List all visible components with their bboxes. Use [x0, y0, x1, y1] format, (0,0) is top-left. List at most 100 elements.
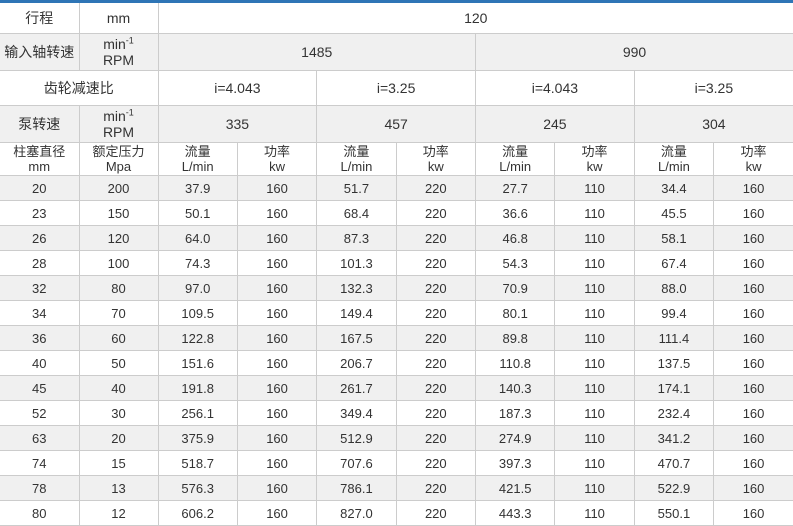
header-line1: 流量	[161, 144, 235, 159]
header-line1: 功率	[557, 144, 631, 159]
table-cell: 160	[714, 176, 793, 201]
table-cell: 174.1	[634, 376, 713, 401]
unit-rpm: RPM	[103, 124, 134, 140]
table-cell: 60	[79, 326, 158, 351]
table-cell: 160	[714, 426, 793, 451]
header-line2: L/min	[161, 159, 235, 174]
stroke-value: 120	[158, 3, 793, 34]
table-cell: 220	[396, 401, 475, 426]
table-cell: 220	[396, 176, 475, 201]
table-cell: 421.5	[476, 476, 555, 501]
table-cell: 15	[79, 451, 158, 476]
table-cell: 111.4	[634, 326, 713, 351]
table-cell: 167.5	[317, 326, 396, 351]
table-cell: 220	[396, 451, 475, 476]
unit-min: min	[103, 36, 126, 52]
table-cell: 160	[237, 476, 316, 501]
table-cell: 132.3	[317, 276, 396, 301]
table-cell: 64.0	[158, 226, 237, 251]
pump-speed-value-4: 304	[634, 106, 793, 143]
header-line1: 流量	[319, 144, 393, 159]
table-cell: 220	[396, 476, 475, 501]
table-cell: 512.9	[317, 426, 396, 451]
table-cell: 80	[79, 276, 158, 301]
table-cell: 375.9	[158, 426, 237, 451]
table-cell: 88.0	[634, 276, 713, 301]
unit-exponent: -1	[126, 35, 134, 45]
stroke-unit: mm	[79, 3, 158, 34]
table-cell: 341.2	[634, 426, 713, 451]
table-cell: 80.1	[476, 301, 555, 326]
table-cell: 110	[555, 301, 634, 326]
table-cell: 160	[237, 501, 316, 526]
header-line2: L/min	[637, 159, 711, 174]
gear-ratio-value-3: i=4.043	[476, 71, 635, 106]
table-cell: 89.8	[476, 326, 555, 351]
table-cell: 51.7	[317, 176, 396, 201]
table-cell: 160	[237, 201, 316, 226]
header-line2: kw	[716, 159, 791, 174]
table-cell: 160	[714, 351, 793, 376]
table-cell: 160	[237, 226, 316, 251]
unit-rpm: RPM	[103, 52, 134, 68]
unit-min: min	[103, 108, 126, 124]
table-cell: 110.8	[476, 351, 555, 376]
table-cell: 786.1	[317, 476, 396, 501]
table-cell: 20	[79, 426, 158, 451]
table-cell: 27.7	[476, 176, 555, 201]
table-cell: 160	[714, 201, 793, 226]
table-cell: 220	[396, 226, 475, 251]
table-cell: 160	[714, 451, 793, 476]
table-cell: 220	[396, 376, 475, 401]
table-cell: 827.0	[317, 501, 396, 526]
table-cell: 149.4	[317, 301, 396, 326]
stroke-label: 行程	[0, 3, 79, 34]
table-cell: 110	[555, 226, 634, 251]
table-cell: 110	[555, 426, 634, 451]
table-cell: 160	[714, 251, 793, 276]
table-cell: 37.9	[158, 176, 237, 201]
table-cell: 160	[714, 326, 793, 351]
header-line2: mm	[2, 159, 77, 174]
header-line1: 功率	[399, 144, 473, 159]
table-cell: 160	[237, 276, 316, 301]
table-cell: 36.6	[476, 201, 555, 226]
table-cell: 220	[396, 351, 475, 376]
table-cell: 23	[0, 201, 79, 226]
table-cell: 110	[555, 276, 634, 301]
table-cell: 110	[555, 376, 634, 401]
table-cell: 160	[714, 376, 793, 401]
table-cell: 70	[79, 301, 158, 326]
table-cell: 34.4	[634, 176, 713, 201]
table-cell: 30	[79, 401, 158, 426]
table-cell: 160	[237, 426, 316, 451]
table-cell: 74	[0, 451, 79, 476]
table-cell: 707.6	[317, 451, 396, 476]
table-cell: 40	[79, 376, 158, 401]
table-cell: 36	[0, 326, 79, 351]
input-speed-value-1: 1485	[158, 34, 476, 71]
table-cell: 160	[237, 451, 316, 476]
table-cell: 78	[0, 476, 79, 501]
gear-ratio-row: 齿轮减速比 i=4.043 i=3.25 i=4.043 i=3.25	[0, 71, 793, 106]
gear-ratio-value-1: i=4.043	[158, 71, 317, 106]
table-cell: 150	[79, 201, 158, 226]
gear-ratio-label: 齿轮减速比	[0, 71, 158, 106]
header-line1: 功率	[240, 144, 314, 159]
table-cell: 160	[714, 476, 793, 501]
